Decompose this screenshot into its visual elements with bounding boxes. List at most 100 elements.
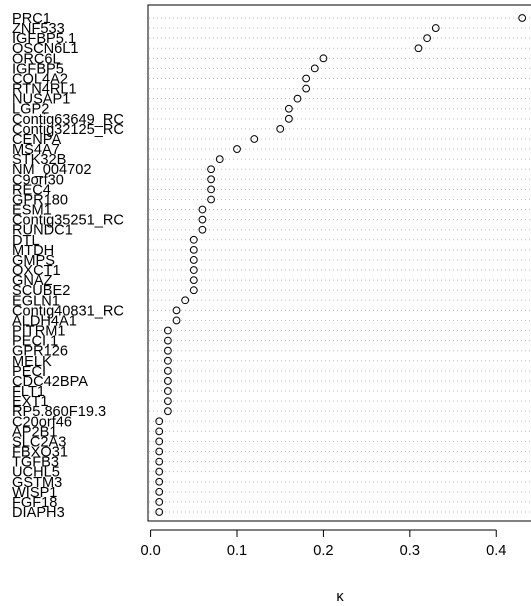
row-label: FBXO31 xyxy=(12,445,68,461)
row-label: MS4A7 xyxy=(12,142,60,158)
row-label: IGFBP5.1 xyxy=(12,31,76,47)
data-point xyxy=(302,74,311,83)
row-label: Contig32125_RC xyxy=(12,122,124,138)
row-label: FLT1 xyxy=(12,384,45,400)
row-label: EXT1 xyxy=(12,394,49,410)
x-tick-label: 0.3 xyxy=(400,543,420,559)
data-point xyxy=(518,14,527,22)
row-label: TGFB3 xyxy=(12,455,59,471)
row-label: C20orf46 xyxy=(12,414,72,430)
data-point xyxy=(189,235,198,244)
data-point xyxy=(233,145,241,153)
data-point xyxy=(189,256,198,264)
row-label: NM_004702 xyxy=(12,162,92,178)
data-point xyxy=(163,326,172,335)
row-label: ZNF533 xyxy=(12,21,65,37)
row-label: MELK xyxy=(12,354,52,370)
data-point xyxy=(198,205,207,214)
data-point xyxy=(198,215,207,224)
guide-lines xyxy=(149,17,531,513)
data-point xyxy=(207,195,215,204)
data-point xyxy=(155,427,164,436)
row-label: Contig63649_RC xyxy=(12,112,124,128)
row-label: RTN4RL1 xyxy=(12,82,77,98)
data-point xyxy=(189,276,198,285)
row-label: NUSAP1 xyxy=(12,92,70,108)
row-label: CDC42BPA xyxy=(12,374,88,390)
row-label: Contig40831_RC xyxy=(12,303,124,319)
data-point xyxy=(215,155,224,164)
data-point xyxy=(155,498,164,506)
row-label: CENPA xyxy=(12,132,61,148)
data-point xyxy=(163,336,172,345)
row-label: OSCN6L1 xyxy=(12,41,79,57)
row-label: PECI.1 xyxy=(12,334,58,350)
data-point xyxy=(172,306,181,315)
row-label: Contig35251_RC xyxy=(12,213,124,229)
row-label: RP5.860F19.3 xyxy=(12,404,106,420)
row-label: GPR180 xyxy=(12,192,68,208)
data-point xyxy=(310,64,319,73)
data-point xyxy=(319,54,328,63)
row-label: EGLN1 xyxy=(12,293,60,309)
x-tick-label: 0.4 xyxy=(486,543,506,559)
data-point xyxy=(414,44,423,53)
row-label: DIAPH3 xyxy=(12,505,65,521)
data-point xyxy=(302,84,311,93)
data-point xyxy=(207,175,215,184)
data-point xyxy=(163,356,172,365)
row-label: FGF18 xyxy=(12,495,57,511)
data-point xyxy=(207,165,215,174)
data-point xyxy=(198,225,207,234)
data-points xyxy=(155,14,527,516)
row-label: ALDH4A1 xyxy=(12,313,77,329)
row-label: GMPS xyxy=(12,253,55,269)
data-point xyxy=(284,104,293,113)
x-axis-label: κ xyxy=(336,589,344,605)
data-point xyxy=(172,316,181,325)
row-label: REC4 xyxy=(12,182,51,198)
row-label: ESM1 xyxy=(12,203,52,219)
x-tick-label: 0.1 xyxy=(227,543,247,559)
data-point xyxy=(163,346,172,355)
data-point xyxy=(155,477,164,486)
data-point xyxy=(189,245,198,254)
data-point xyxy=(155,447,164,456)
data-point xyxy=(189,266,198,274)
row-labels: PRC1ZNF533IGFBP5.1OSCN6L1ORC6LIGFBP5COL4… xyxy=(12,11,124,521)
data-point xyxy=(189,286,198,295)
row-label: SCUBE2 xyxy=(12,283,70,299)
row-label: RUNDC1 xyxy=(12,223,73,239)
data-point xyxy=(155,487,164,496)
data-point xyxy=(163,397,172,406)
data-point xyxy=(293,94,302,103)
row-label: LGP2 xyxy=(12,102,49,118)
data-point xyxy=(163,377,172,385)
row-label: C9orf30 xyxy=(12,172,64,188)
row-label: MTDH xyxy=(12,243,54,259)
data-point xyxy=(276,124,285,133)
data-point xyxy=(155,467,164,476)
data-point xyxy=(163,407,172,416)
row-label: PECI xyxy=(12,364,46,380)
data-point xyxy=(181,296,190,305)
row-label: GPR126 xyxy=(12,344,68,360)
data-point xyxy=(163,366,172,375)
row-label: GNAZ xyxy=(12,273,53,289)
data-point xyxy=(423,34,432,43)
row-label: DTL xyxy=(12,233,40,249)
data-point xyxy=(155,417,164,426)
row-label: GSTM3 xyxy=(12,475,62,491)
data-point xyxy=(155,437,164,446)
data-point xyxy=(250,135,259,143)
x-axis: 0.0 0.1 0.2 0.3 0.4 xyxy=(140,529,506,559)
plot-frame xyxy=(147,4,531,522)
row-label: STK32B xyxy=(12,152,66,168)
x-tick-label: 0.0 xyxy=(140,543,160,559)
data-point xyxy=(284,114,293,123)
data-point xyxy=(155,457,164,466)
row-label: ORC6L xyxy=(12,51,61,67)
data-point xyxy=(155,508,164,516)
row-label: AP2B1 xyxy=(12,424,57,440)
